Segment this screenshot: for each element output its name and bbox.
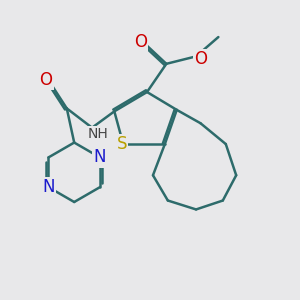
Text: O: O <box>134 32 147 50</box>
Text: N: N <box>42 178 55 196</box>
Text: S: S <box>116 135 127 153</box>
Text: N: N <box>94 148 106 166</box>
Text: O: O <box>194 50 207 68</box>
Text: O: O <box>40 71 52 89</box>
Text: NH: NH <box>88 127 108 141</box>
